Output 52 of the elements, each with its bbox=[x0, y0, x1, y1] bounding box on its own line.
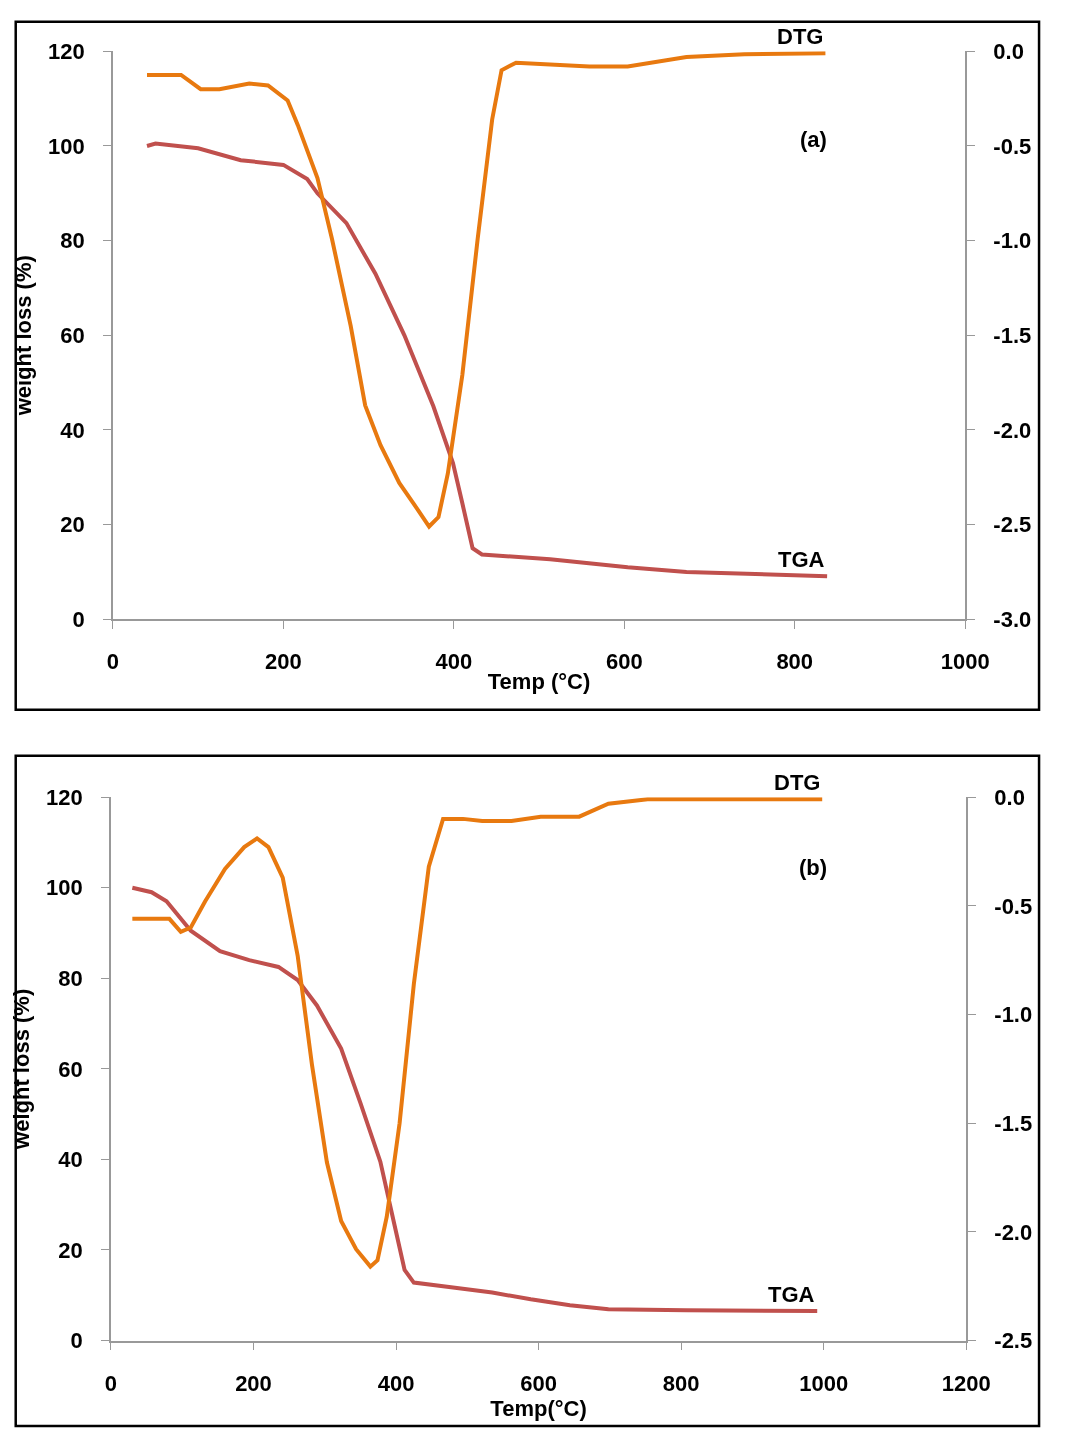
y-tick-label: 0 bbox=[70, 1328, 83, 1354]
y-tick-label: 40 bbox=[60, 417, 85, 443]
x-tick-label: 200 bbox=[265, 649, 302, 675]
x-tick-label: 800 bbox=[662, 1370, 700, 1396]
y-tick-label: 20 bbox=[58, 1237, 83, 1263]
x-tick-label: 800 bbox=[776, 649, 814, 675]
series-label: DTG bbox=[774, 770, 821, 795]
x-tick-label: 1000 bbox=[799, 1370, 849, 1396]
y-tick-label: 120 bbox=[48, 39, 85, 65]
line-series bbox=[130, 797, 825, 1269]
y2-tick-label: -0.5 bbox=[994, 893, 1033, 919]
x-tick-label: 600 bbox=[605, 649, 643, 675]
x-tick-label: 1000 bbox=[940, 649, 990, 675]
x-tick-label: 200 bbox=[235, 1370, 272, 1396]
x-tick-label: 400 bbox=[435, 649, 473, 675]
y-tick-label: 80 bbox=[60, 228, 85, 254]
y2-tick-label: -0.5 bbox=[993, 133, 1032, 159]
x-tick-label: 0 bbox=[106, 649, 120, 675]
y-tick-label: 0 bbox=[72, 606, 85, 632]
annotation: (a) bbox=[800, 127, 827, 152]
y2-tick-label: -2.5 bbox=[993, 512, 1032, 538]
y2-tick-label: -3.0 bbox=[993, 606, 1032, 632]
annotation: (b) bbox=[799, 855, 828, 880]
y2-tick-label: 0.0 bbox=[994, 784, 1025, 810]
y-tick-label: 60 bbox=[60, 323, 85, 348]
x-tick-label: 0 bbox=[104, 1370, 118, 1396]
series-label: DTG bbox=[777, 24, 824, 49]
x-tick-label: 600 bbox=[520, 1370, 557, 1396]
y2-tick-label: -1.0 bbox=[993, 228, 1032, 254]
line-series bbox=[130, 885, 820, 1314]
x-axis-title: Temp (°C) bbox=[487, 668, 591, 694]
x-tick-label: 400 bbox=[377, 1370, 415, 1396]
y2-tick-label: -1.0 bbox=[994, 1002, 1033, 1028]
line-series bbox=[144, 51, 828, 529]
series-label: TGA bbox=[778, 547, 825, 572]
y2-tick-label: -2.0 bbox=[993, 417, 1032, 443]
y2-tick-label: -1.5 bbox=[994, 1110, 1033, 1136]
y2-tick-label: -2.5 bbox=[994, 1328, 1033, 1354]
y-tick-label: 100 bbox=[46, 875, 83, 901]
y-tick-label: 20 bbox=[60, 512, 85, 538]
y-axis-title: weight loss (%) bbox=[11, 255, 37, 417]
y-tick-label: 60 bbox=[58, 1056, 83, 1082]
x-tick-label: 1200 bbox=[941, 1370, 991, 1396]
y-tick-label: 100 bbox=[48, 133, 85, 159]
y-tick-label: 120 bbox=[46, 784, 83, 810]
y-tick-label: 80 bbox=[58, 965, 83, 991]
y2-tick-label: -1.5 bbox=[993, 323, 1032, 348]
series-label: TGA bbox=[768, 1282, 815, 1307]
y2-tick-label: 0.0 bbox=[993, 39, 1024, 65]
x-axis-title: Temp(°C) bbox=[490, 1395, 587, 1421]
y-tick-label: 40 bbox=[58, 1147, 83, 1173]
y2-tick-label: -2.0 bbox=[994, 1219, 1033, 1245]
